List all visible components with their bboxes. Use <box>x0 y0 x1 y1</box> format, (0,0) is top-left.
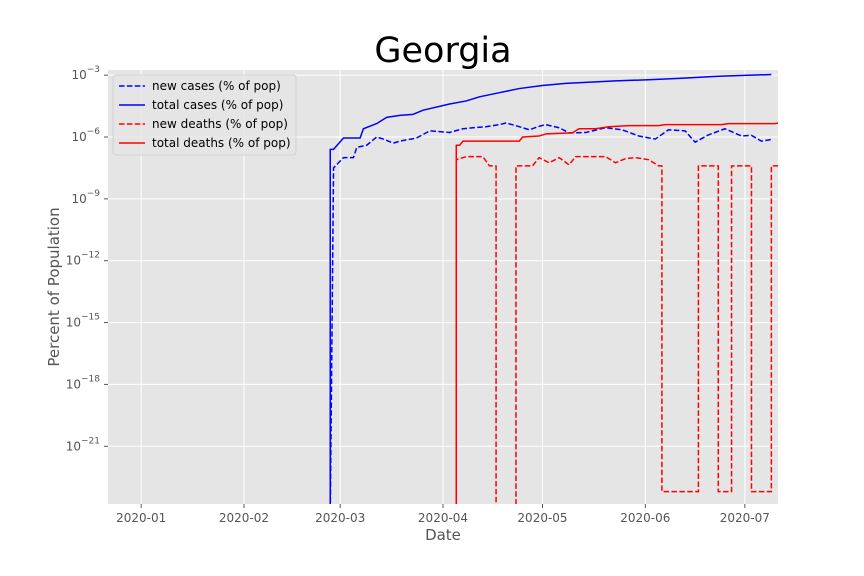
series-line-2 <box>329 73 772 504</box>
series-line-3 <box>455 155 778 504</box>
y-axis-ticks: 10−3 10−6 10−9 10−12 10−15 10−18 10−21 <box>66 65 108 453</box>
legend-label: total cases (% of pop) <box>152 98 283 112</box>
y-tick-label: 10−3 <box>71 65 100 82</box>
y-axis-label: Percent of Population <box>45 207 63 366</box>
legend-label: total deaths (% of pop) <box>152 136 291 150</box>
series-line-4 <box>455 122 778 504</box>
x-tick-label: 2020-02 <box>219 511 269 525</box>
y-tick-label: 10−12 <box>66 251 100 268</box>
x-tick-label: 2020-05 <box>517 511 567 525</box>
x-tick-label: 2020-04 <box>418 511 468 525</box>
chart-title: Georgia <box>374 31 511 71</box>
legend-label: new cases (% of pop) <box>152 79 281 93</box>
x-tick-label: 2020-06 <box>620 511 670 525</box>
y-tick-label: 10−9 <box>71 189 100 206</box>
y-tick-label: 10−18 <box>66 374 101 391</box>
legend: new cases (% of pop) total cases (% of po… <box>112 74 297 156</box>
series-layer <box>329 73 778 504</box>
series-line-1 <box>329 122 772 504</box>
x-tick-label: 2020-01 <box>116 511 166 525</box>
x-axis-ticks: 2020-01 2020-02 2020-03 2020-04 2020-05 2020-… <box>116 504 770 525</box>
legend-label: new deaths (% of pop) <box>152 117 288 131</box>
x-axis-label: Date <box>425 526 461 544</box>
y-tick-label: 10−15 <box>66 313 100 330</box>
x-tick-label: 2020-07 <box>720 511 770 525</box>
x-tick-label: 2020-03 <box>315 511 365 525</box>
legend-box <box>112 74 297 156</box>
y-tick-label: 10−21 <box>66 436 100 453</box>
y-tick-label: 10−6 <box>71 127 100 144</box>
